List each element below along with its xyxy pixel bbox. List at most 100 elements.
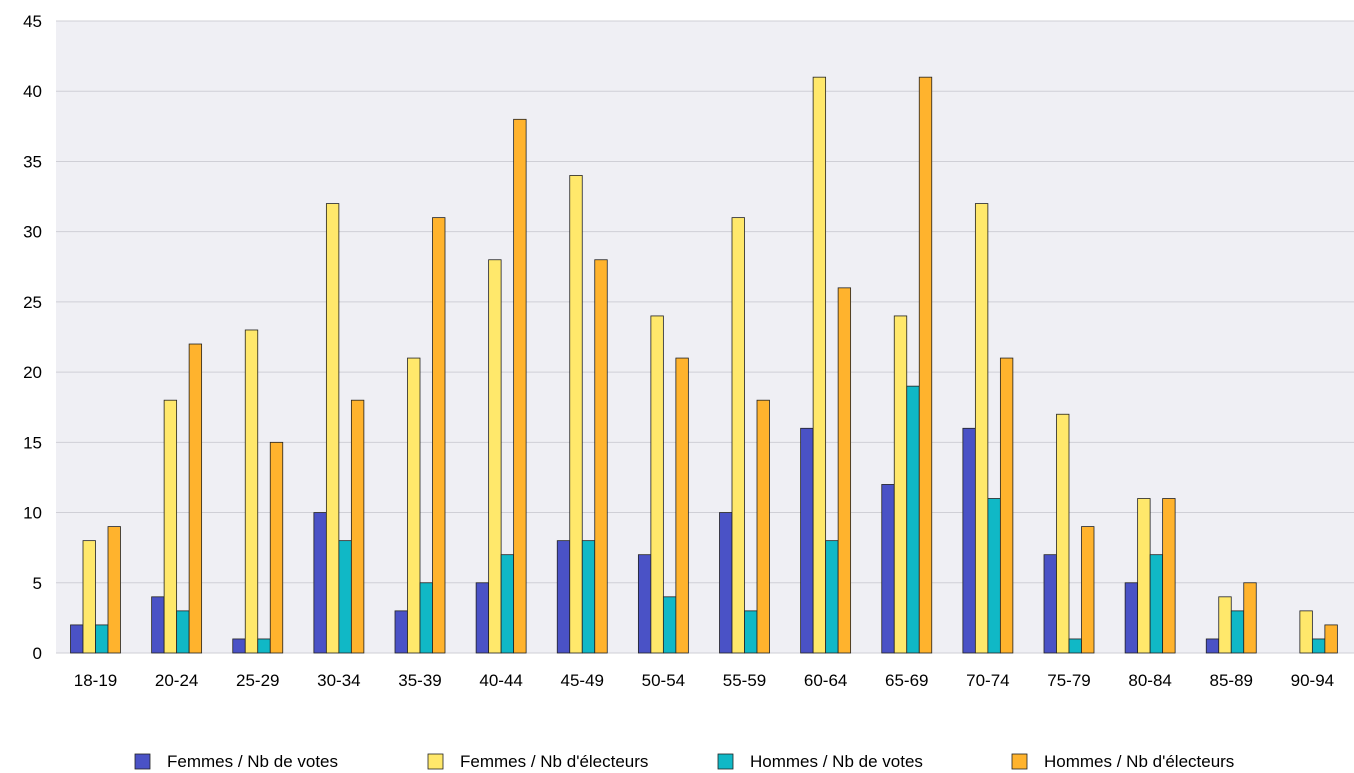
bar-65-69-series-0 bbox=[881, 484, 895, 654]
bar-35-39-series-2 bbox=[419, 582, 433, 654]
bar-60-64-series-3 bbox=[837, 287, 852, 654]
bar-70-74-series-3 bbox=[999, 357, 1014, 654]
bar-30-34-series-1 bbox=[325, 203, 340, 654]
bar-60-64-series-1 bbox=[812, 76, 827, 654]
bar-45-49-series-2 bbox=[581, 540, 596, 654]
bar-65-69-series-3 bbox=[918, 76, 933, 654]
x-tick-label: 20-24 bbox=[155, 671, 198, 690]
bar-70-74-series-2 bbox=[987, 498, 1001, 654]
bar-20-24-series-3 bbox=[188, 343, 203, 654]
bar-35-39-series-0 bbox=[394, 610, 408, 654]
bar-35-39-series-1 bbox=[407, 357, 421, 654]
bar-55-59-series-2 bbox=[744, 610, 758, 654]
bar-85-89-series-0 bbox=[1205, 638, 1220, 654]
bar-20-24-series-0 bbox=[151, 596, 165, 654]
bar-90-94-series-3 bbox=[1324, 624, 1338, 654]
x-tick-label: 50-54 bbox=[642, 671, 685, 690]
x-tick-label: 40-44 bbox=[479, 671, 522, 690]
y-tick-label: 35 bbox=[23, 152, 42, 171]
x-tick-label: 45-49 bbox=[561, 671, 604, 690]
y-tick-label: 0 bbox=[33, 644, 42, 663]
y-axis-ticks: 0 5 10 15 20 25 30 35 40 45 bbox=[23, 12, 42, 663]
x-tick-label: 30-34 bbox=[317, 671, 360, 690]
bar-75-79-series-2 bbox=[1068, 638, 1082, 654]
bar-45-49-series-3 bbox=[594, 259, 608, 654]
legend-label: Hommes / Nb d'électeurs bbox=[1044, 752, 1234, 771]
bar-25-29-series-1 bbox=[244, 329, 259, 654]
legend: Femmes / Nb de votes Femmes / Nb d'électe… bbox=[134, 752, 1234, 771]
legend-swatch bbox=[134, 753, 151, 770]
bar-45-49-series-0 bbox=[556, 540, 571, 654]
x-tick-label: 60-64 bbox=[804, 671, 847, 690]
x-tick-label: 55-59 bbox=[723, 671, 766, 690]
bar-30-34-series-3 bbox=[350, 399, 365, 654]
x-tick-label: 70-74 bbox=[966, 671, 1009, 690]
bar-80-84-series-1 bbox=[1137, 498, 1151, 654]
bar-20-24-series-2 bbox=[176, 610, 190, 654]
bar-70-74-series-1 bbox=[974, 203, 989, 654]
bar-40-44-series-2 bbox=[500, 554, 515, 654]
bar-40-44-series-0 bbox=[475, 582, 490, 654]
legend-label: Femmes / Nb d'électeurs bbox=[460, 752, 648, 771]
bar-40-44-series-1 bbox=[488, 259, 502, 654]
bar-55-59-series-3 bbox=[756, 399, 770, 654]
bar-85-89-series-2 bbox=[1230, 610, 1245, 654]
legend-swatch bbox=[427, 753, 444, 770]
bar-90-94-series-2 bbox=[1311, 638, 1326, 654]
bar-65-69-series-2 bbox=[906, 385, 920, 654]
bar-30-34-series-0 bbox=[313, 512, 327, 654]
y-tick-label: 40 bbox=[23, 82, 42, 101]
bar-75-79-series-0 bbox=[1043, 554, 1057, 654]
x-axis-ticks: 18-19 20-24 25-29 30-34 35-39 40-44 45-49 50-54… bbox=[74, 671, 1334, 690]
x-tick-label: 18-19 bbox=[74, 671, 117, 690]
bar-30-34-series-2 bbox=[338, 540, 352, 654]
bar-70-74-series-0 bbox=[962, 427, 976, 654]
bar-55-59-series-0 bbox=[719, 512, 733, 654]
bar-65-69-series-1 bbox=[893, 315, 908, 654]
bar-18-19-series-0 bbox=[70, 624, 84, 654]
bar-50-54-series-1 bbox=[650, 315, 664, 654]
bar-18-19-series-2 bbox=[95, 624, 109, 654]
bar-18-19-series-1 bbox=[82, 540, 96, 654]
bar-60-64-series-0 bbox=[800, 427, 814, 654]
bar-80-84-series-0 bbox=[1124, 582, 1139, 654]
bar-90-94-series-1 bbox=[1299, 610, 1313, 654]
x-tick-label: 35-39 bbox=[398, 671, 441, 690]
bar-60-64-series-2 bbox=[825, 540, 839, 654]
x-tick-label: 90-94 bbox=[1291, 671, 1334, 690]
bar-75-79-series-3 bbox=[1081, 526, 1095, 654]
y-tick-label: 45 bbox=[23, 12, 42, 31]
bar-50-54-series-2 bbox=[662, 596, 677, 654]
bar-40-44-series-3 bbox=[513, 118, 527, 654]
x-tick-label: 25-29 bbox=[236, 671, 279, 690]
bar-25-29-series-0 bbox=[232, 638, 246, 654]
legend-swatch bbox=[717, 753, 734, 770]
x-tick-label: 65-69 bbox=[885, 671, 928, 690]
bar-50-54-series-3 bbox=[675, 357, 689, 654]
bar-75-79-series-1 bbox=[1056, 413, 1070, 654]
bar-85-89-series-1 bbox=[1218, 596, 1232, 654]
x-tick-label: 80-84 bbox=[1128, 671, 1171, 690]
bar-80-84-series-3 bbox=[1162, 498, 1176, 654]
bar-35-39-series-3 bbox=[432, 217, 446, 654]
bar-85-89-series-3 bbox=[1243, 582, 1257, 654]
bar-50-54-series-0 bbox=[637, 554, 652, 654]
bar-45-49-series-1 bbox=[569, 175, 583, 654]
y-tick-label: 30 bbox=[23, 223, 42, 242]
bars bbox=[70, 76, 1338, 654]
y-tick-label: 10 bbox=[23, 504, 42, 523]
x-tick-label: 85-89 bbox=[1210, 671, 1253, 690]
y-tick-label: 20 bbox=[23, 363, 42, 382]
bar-25-29-series-2 bbox=[257, 638, 271, 654]
bar-20-24-series-1 bbox=[163, 399, 178, 654]
legend-swatch bbox=[1011, 753, 1028, 770]
y-tick-label: 5 bbox=[33, 574, 42, 593]
bar-18-19-series-3 bbox=[107, 526, 121, 654]
y-tick-label: 15 bbox=[23, 433, 42, 452]
x-tick-label: 75-79 bbox=[1047, 671, 1090, 690]
bar-25-29-series-3 bbox=[269, 441, 284, 654]
bar-55-59-series-1 bbox=[731, 217, 745, 654]
legend-label: Femmes / Nb de votes bbox=[167, 752, 338, 771]
